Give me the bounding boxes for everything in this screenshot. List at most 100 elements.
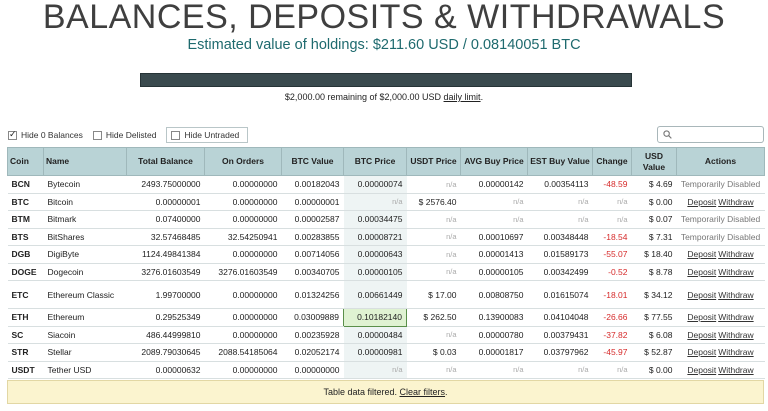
withdraw-link[interactable]: Withdraw: [718, 196, 754, 207]
cell-total: 0.00000632: [126, 361, 205, 379]
cell-orders: 0.00000000: [204, 326, 282, 344]
cell-est-buy: 0.00348448: [527, 228, 593, 246]
table-row: BTC Bitcoin 0.00000001 0.00000000 0.00000001…: [7, 193, 765, 211]
cell-actions: Deposit Withdraw: [676, 193, 765, 211]
cell-est-buy: 0.00354113: [527, 175, 593, 194]
cell-actions: Temporarily Disabled: [676, 210, 765, 229]
deposit-link[interactable]: Deposit: [687, 249, 717, 260]
daily-limit-link[interactable]: daily limit: [443, 92, 481, 102]
cell-usd: $ 4.69: [631, 175, 677, 194]
cell-usd: $ 52.87: [631, 343, 677, 362]
hide-zero-balances-toggle[interactable]: Hide 0 Balances: [8, 129, 83, 140]
cell-orders: 0.00000000: [204, 361, 282, 379]
cell-coin: DGB: [7, 245, 44, 264]
cell-orders: 0.00000000: [204, 280, 282, 309]
cell-avg-buy: n/a: [460, 361, 528, 379]
header-usdt-price[interactable]: USDT Price: [406, 147, 461, 176]
cell-coin: SC: [7, 326, 44, 344]
cell-name: Bitcoin: [43, 193, 127, 211]
hide-delisted-checkbox[interactable]: [92, 130, 102, 140]
hide-untraded-checkbox[interactable]: [171, 130, 181, 140]
cell-usdt-price: n/a: [406, 361, 461, 379]
withdraw-link[interactable]: Withdraw: [718, 266, 754, 277]
header-actions[interactable]: Actions: [676, 147, 765, 176]
withdraw-link[interactable]: Withdraw: [718, 289, 754, 300]
deposit-link[interactable]: Deposit: [687, 266, 717, 277]
table-row: ETC Ethereum Classic 1.99700000 0.00000000 0…: [7, 280, 765, 309]
hide-zero-checkbox[interactable]: [8, 129, 17, 140]
cell-btc-value: 0.00235928: [281, 326, 344, 344]
cell-coin: BTC: [7, 193, 44, 211]
table-row: STR Stellar 2089.79030645 2088.54185064 0.02…: [7, 343, 765, 362]
deposit-link[interactable]: Deposit: [687, 329, 717, 340]
header-est-buy-value[interactable]: EST Buy Value: [527, 147, 593, 176]
cell-usd: $ 18.40: [631, 245, 677, 264]
daily-limit-bar: [140, 73, 632, 87]
cell-orders: 0.00000000: [204, 210, 282, 229]
cell-btc-value: 0.03009889: [281, 308, 344, 327]
cell-avg-buy: 0.00001413: [460, 245, 528, 264]
withdraw-link[interactable]: Withdraw: [718, 249, 754, 260]
table-row: BTM Bitmark 0.07400000 0.00000000 0.00002587…: [7, 210, 765, 229]
search-input[interactable]: [657, 126, 764, 143]
daily-limit-suffix: .: [480, 92, 484, 102]
header-change[interactable]: Change: [592, 147, 632, 176]
cell-usd: $ 77.55: [631, 308, 677, 327]
withdraw-link[interactable]: Withdraw: [718, 312, 754, 323]
deposit-link[interactable]: Deposit: [687, 364, 717, 375]
cell-est-buy: n/a: [527, 361, 593, 379]
cell-coin: ETC: [7, 280, 44, 309]
header-btc-value[interactable]: BTC Value: [281, 147, 344, 176]
cell-total: 0.00000001: [126, 193, 205, 211]
cell-orders: 0.00000000: [204, 308, 282, 327]
cell-change: -45.97: [592, 343, 632, 362]
header-btc-price[interactable]: BTC Price: [343, 147, 407, 176]
header-usd-value[interactable]: USD Value: [631, 147, 677, 176]
cell-change: -37.82: [592, 326, 632, 344]
cell-actions: Deposit Withdraw: [676, 343, 765, 362]
cell-name: DigiByte: [43, 245, 127, 264]
table-row: BCN Bytecoin 2493.75000000 0.00000000 0.0018…: [7, 175, 765, 194]
cell-total: 486.44999810: [126, 326, 205, 344]
withdraw-link[interactable]: Withdraw: [718, 329, 754, 340]
cell-avg-buy: 0.00000780: [460, 326, 528, 344]
cell-name: Siacoin: [43, 326, 127, 344]
deposit-link[interactable]: Deposit: [687, 312, 717, 323]
cell-btc-value: 0.00714056: [281, 245, 344, 264]
cell-coin: BTM: [7, 210, 44, 229]
cell-actions: Deposit Withdraw: [676, 308, 765, 327]
deposit-link[interactable]: Deposit: [687, 347, 717, 358]
header-total-balance[interactable]: Total Balance: [126, 147, 205, 176]
cell-name: Dogecoin: [43, 263, 127, 281]
cell-change: n/a: [592, 361, 632, 379]
cell-avg-buy: n/a: [460, 210, 528, 229]
hide-zero-label: Hide 0 Balances: [21, 130, 83, 140]
hide-delisted-toggle[interactable]: Hide Delisted: [92, 130, 156, 140]
cell-avg-buy: 0.00808750: [460, 280, 528, 309]
hide-untraded-toggle[interactable]: Hide Untraded: [166, 127, 249, 143]
filter-notice-text: Table data filtered.: [323, 387, 397, 397]
header-coin[interactable]: Coin: [7, 147, 44, 176]
header-on-orders[interactable]: On Orders: [204, 147, 282, 176]
cell-change: -0.52: [592, 263, 632, 281]
clear-filters-link[interactable]: Clear filters: [399, 387, 446, 397]
withdraw-link[interactable]: Withdraw: [718, 364, 754, 375]
deposit-link[interactable]: Deposit: [687, 289, 717, 300]
cell-btc-price: 0.00000105: [343, 263, 407, 281]
action-disabled-text: Temporarily Disabled: [680, 231, 761, 242]
cell-btc-price: 0.10182140: [343, 308, 407, 327]
cell-est-buy: 0.04104048: [527, 308, 593, 327]
header-name[interactable]: Name: [43, 147, 127, 176]
daily-limit-remaining: $2,000.00 remaining of $2,000.00 USD: [284, 92, 442, 102]
cell-usdt-price: n/a: [406, 175, 461, 194]
table-body: BCN Bytecoin 2493.75000000 0.00000000 0.0018…: [7, 175, 765, 379]
cell-usdt-price: $ 0.03: [406, 343, 461, 362]
header-avg-buy-price[interactable]: AVG Buy Price: [460, 147, 528, 176]
balance-filters: Hide 0 Balances Hide Delisted Hide Untra…: [8, 127, 258, 143]
withdraw-link[interactable]: Withdraw: [718, 347, 754, 358]
cell-actions: Deposit Withdraw: [676, 280, 765, 309]
deposit-link[interactable]: Deposit: [687, 196, 717, 207]
cell-total: 3276.01603549: [126, 263, 205, 281]
cell-total: 2493.75000000: [126, 175, 205, 194]
cell-name: Tether USD: [43, 361, 127, 379]
